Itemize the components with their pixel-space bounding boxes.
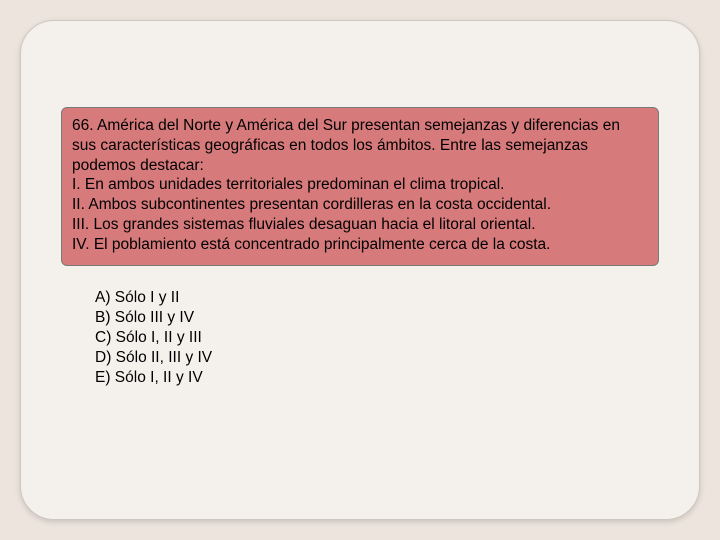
statement-4: IV. El poblamiento está concentrado prin… xyxy=(72,235,648,255)
option-d: D) Sólo II, III y IV xyxy=(95,348,677,368)
option-b: B) Sólo III y IV xyxy=(95,308,677,328)
statement-1: I. En ambos unidades territoriales predo… xyxy=(72,175,648,195)
statement-2: II. Ambos subcontinentes presentan cordi… xyxy=(72,195,648,215)
options-list: A) Sólo I y II B) Sólo III y IV C) Sólo … xyxy=(95,288,677,389)
question-box: 66. América del Norte y América del Sur … xyxy=(61,107,659,266)
option-c: C) Sólo I, II y III xyxy=(95,328,677,348)
slide-card: 66. América del Norte y América del Sur … xyxy=(20,20,700,520)
option-a: A) Sólo I y II xyxy=(95,288,677,308)
question-intro: 66. América del Norte y América del Sur … xyxy=(72,116,648,175)
statement-list: I. En ambos unidades territoriales predo… xyxy=(72,175,648,254)
option-e: E) Sólo I, II y IV xyxy=(95,368,677,388)
statement-3: III. Los grandes sistemas fluviales desa… xyxy=(72,215,648,235)
